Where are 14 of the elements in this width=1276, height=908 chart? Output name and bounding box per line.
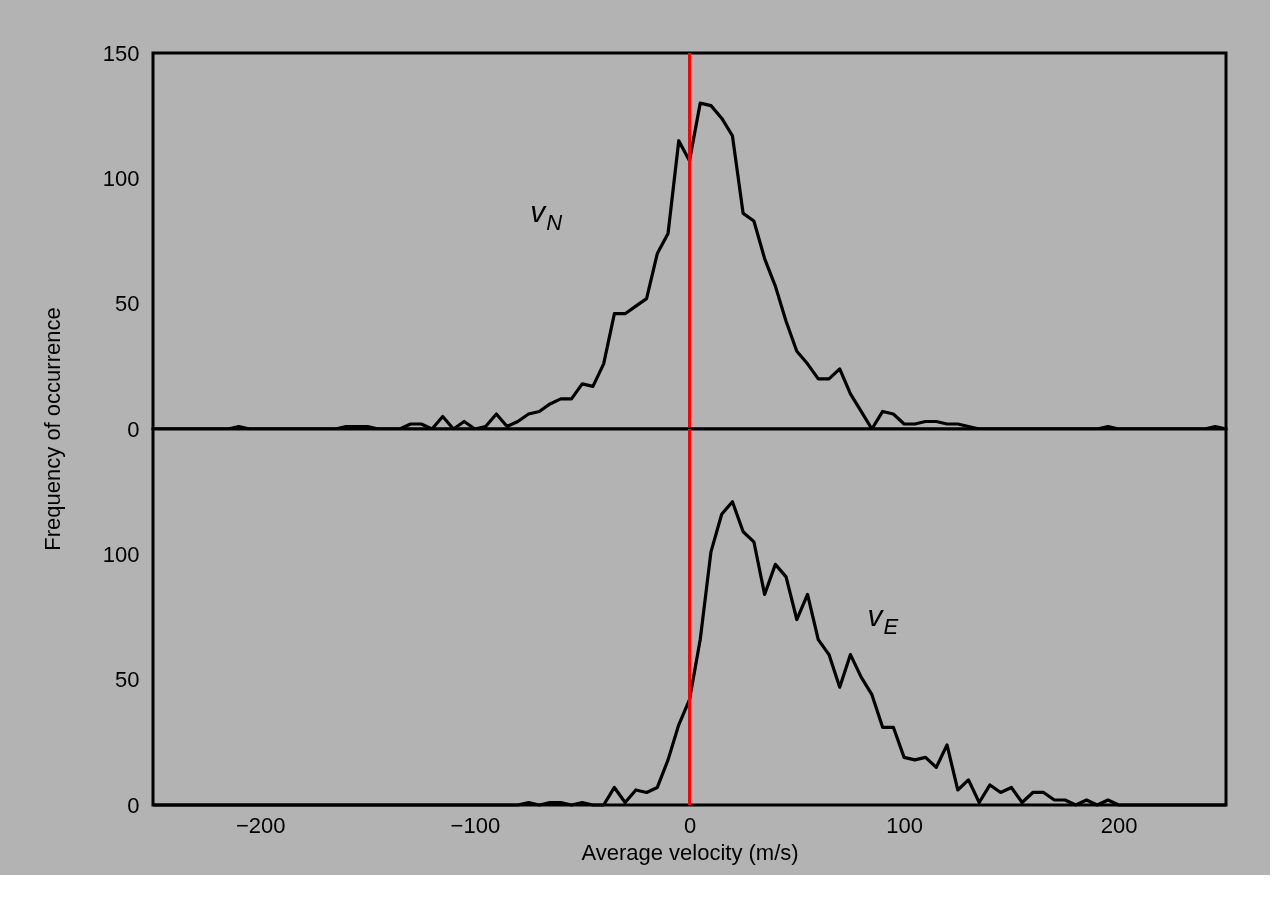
y-tick-label: 0 xyxy=(127,792,140,818)
y-axis-title: Frequency of occurrence xyxy=(40,307,65,551)
x-tick-label: 200 xyxy=(1100,812,1138,838)
y-tick-label: 100 xyxy=(102,541,140,567)
y-tick-label: 100 xyxy=(102,165,140,191)
x-tick-label: 0 xyxy=(683,812,697,838)
x-axis-title: Average velocity (m/s) xyxy=(581,839,799,865)
x-tick-label: −200 xyxy=(236,812,286,838)
y-tick-label: 150 xyxy=(102,40,140,66)
x-tick-label: −100 xyxy=(450,812,501,838)
y-tick-label: 50 xyxy=(115,291,140,317)
x-tick-label: 100 xyxy=(886,812,923,838)
y-tick-label: 50 xyxy=(115,667,140,693)
y-tick-label: 0 xyxy=(127,416,140,442)
